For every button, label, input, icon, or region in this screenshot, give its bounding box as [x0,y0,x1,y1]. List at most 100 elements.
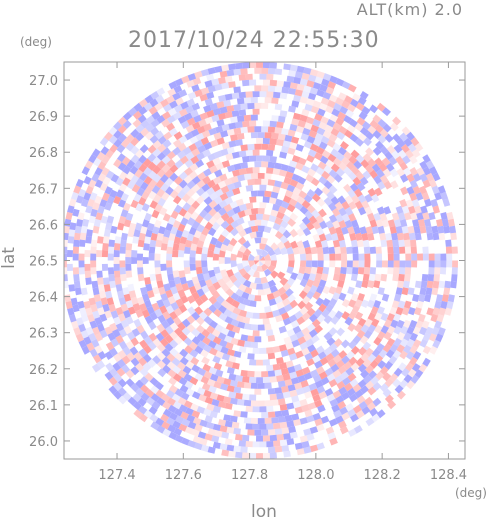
radar-cell [368,370,377,380]
radar-cell [238,91,246,99]
radar-cell [169,172,179,182]
radar-cell [154,381,164,391]
radar-cell [207,428,216,436]
radar-cell [206,403,215,412]
radar-cell [133,193,142,203]
radar-cell [303,85,312,93]
radar-cell [285,171,294,179]
radar-cell [190,155,200,165]
radar-cell [419,225,427,234]
radar-cell [267,265,276,273]
radar-cell [156,151,166,161]
radar-cell [240,144,248,152]
radar-cell [172,92,181,101]
radar-cell [340,339,350,349]
radar-cell [279,404,288,411]
radar-cell [289,212,299,222]
radar-cell [290,240,299,249]
radar-cell [254,143,262,150]
radar-cell [172,373,182,382]
radar-cell [421,274,429,282]
radar-cell [281,367,289,376]
radar-cell [160,182,170,192]
radar-cell [232,169,240,177]
radar-cell [150,119,160,128]
radar-cell [426,232,434,241]
radar-cell [159,207,168,216]
radar-cell [301,347,310,356]
radar-cell [164,169,174,178]
radar-cell [323,197,333,206]
radar-cell [374,312,383,321]
radar-cell [224,111,233,119]
radar-cell [249,394,257,401]
radar-cell [301,216,311,226]
radar-cell [113,250,120,258]
radar-cell [221,449,230,457]
radar-cell [377,206,385,215]
radar-cell [138,405,148,415]
radar-cell [250,382,258,389]
radar-cell [332,157,342,167]
radar-cell [321,186,331,195]
radar-cell [142,158,152,168]
radar-cell [254,126,262,133]
radar-cell [359,176,369,186]
radar-cell [299,205,309,215]
radar-cell [365,380,375,390]
radar-cell [304,103,313,112]
radar-cell [110,173,120,183]
radar-cell [371,413,381,423]
radar-cell [252,330,260,337]
radar-cell [219,192,229,201]
radar-cell [254,277,262,284]
radar-cell [335,359,345,369]
radar-cell [412,339,422,348]
radar-cell [374,187,383,197]
radar-cell [367,187,377,197]
radar-cell [252,312,260,319]
radar-cell [261,161,269,168]
radar-cell [328,169,338,179]
radar-cell [364,206,373,215]
radar-cell [140,119,150,129]
radar-cell [384,378,394,388]
radar-cell [405,351,415,360]
radar-cell [144,299,152,309]
radar-cell [264,305,272,313]
radar-cell [403,137,413,147]
radar-cell [166,361,176,370]
radar-cell [308,329,318,338]
radar-cell [419,173,428,182]
radar-cell [72,246,79,254]
radar-cell [392,239,399,248]
radar-cell [220,299,230,309]
radar-cell [224,316,234,325]
radar-cell [267,248,276,256]
radar-cell [358,346,367,356]
radar-cell [362,121,372,130]
radar-cell [232,205,241,214]
radar-cell [118,199,126,208]
radar-cell [195,260,202,268]
radar-cell [347,226,355,235]
radar-cell [341,412,350,421]
radar-cell [72,304,80,313]
radar-cell [209,102,218,111]
radar-cell [178,179,188,189]
radar-cell [104,310,113,319]
radar-cell [64,294,72,303]
radar-cell [355,154,365,164]
radar-cell [155,94,165,104]
radar-cell [203,204,213,214]
radar-cell [101,155,110,165]
radar-cell [228,140,237,148]
radar-cell [318,175,328,185]
radar-cell [367,158,377,168]
radar-cell [210,373,219,382]
radar-cell [315,345,325,355]
radar-cell [252,167,260,174]
radar-cell [118,297,127,306]
radar-cell [392,116,402,126]
radar-cell [102,236,110,244]
